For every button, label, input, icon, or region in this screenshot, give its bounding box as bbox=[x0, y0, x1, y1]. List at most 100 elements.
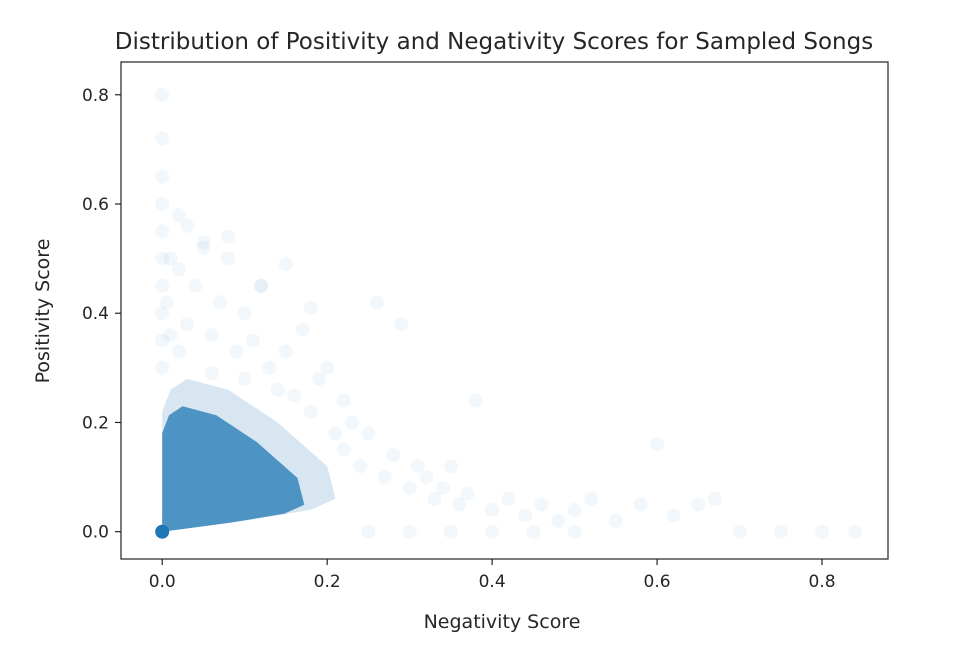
scatter-point bbox=[650, 437, 665, 452]
scatter-point bbox=[402, 481, 417, 495]
x-tick-label: 0.0 bbox=[149, 572, 176, 592]
scatter-point bbox=[336, 442, 351, 457]
scatter-point bbox=[155, 197, 170, 211]
scatter-point bbox=[262, 360, 277, 375]
scatter-point bbox=[155, 333, 170, 348]
scatter-point bbox=[155, 360, 170, 375]
y-tick-label: 0.0 bbox=[82, 523, 109, 543]
scatter-point bbox=[196, 240, 211, 255]
scatter-point bbox=[237, 306, 252, 321]
scatter-point bbox=[815, 524, 829, 539]
x-tick-label: 0.8 bbox=[808, 572, 835, 592]
scatter-point bbox=[328, 426, 343, 441]
scatter-point bbox=[159, 295, 174, 310]
scatter-point bbox=[155, 131, 170, 146]
y-tick-label: 0.8 bbox=[82, 86, 109, 106]
scatter-point bbox=[534, 497, 549, 512]
scatter-point bbox=[427, 491, 442, 506]
x-tick-label: 0.2 bbox=[314, 572, 341, 592]
scatter-point bbox=[691, 497, 706, 512]
scatter-point bbox=[518, 508, 533, 523]
y-axis-label: Positivity Score bbox=[32, 239, 54, 384]
scatter-point bbox=[336, 393, 351, 408]
scatter-point bbox=[163, 251, 178, 266]
scatter-point bbox=[254, 278, 269, 293]
scatter-point bbox=[171, 207, 186, 222]
scatter-point bbox=[410, 459, 425, 474]
scatter-point bbox=[567, 524, 582, 539]
x-tick-label: 0.4 bbox=[479, 572, 506, 592]
scatter-point bbox=[707, 491, 722, 506]
scatter-point bbox=[163, 328, 178, 343]
scatter-point bbox=[419, 470, 434, 485]
scatter-point bbox=[320, 360, 335, 375]
scatter-point bbox=[278, 344, 293, 359]
scatter-point bbox=[196, 235, 211, 250]
scatter-point bbox=[666, 508, 681, 523]
x-axis-label: Negativity Score bbox=[424, 611, 581, 633]
dense-core-layer bbox=[162, 378, 336, 532]
scatter-point bbox=[155, 87, 170, 102]
scatter-point bbox=[460, 486, 475, 501]
scatter-point bbox=[443, 524, 458, 539]
scatter-point bbox=[155, 251, 170, 266]
scatter-point bbox=[443, 459, 458, 474]
scatter-point bbox=[155, 278, 170, 293]
scatter-point bbox=[633, 497, 648, 512]
scatter-point bbox=[773, 524, 788, 539]
scatter-point bbox=[303, 300, 318, 315]
scatter-point bbox=[386, 448, 401, 463]
scatter-point-origin bbox=[155, 524, 170, 539]
scatter-point bbox=[732, 524, 747, 539]
scatter-point bbox=[361, 426, 376, 441]
scatter-point bbox=[361, 524, 376, 539]
scatter-point bbox=[394, 317, 409, 332]
scatter-point bbox=[485, 502, 500, 517]
scatter-point bbox=[221, 229, 236, 244]
scatter-point bbox=[551, 513, 566, 528]
scatter-point bbox=[344, 415, 359, 430]
scatter-point bbox=[369, 295, 384, 310]
y-tick-label: 0.2 bbox=[82, 413, 109, 433]
scatter-point bbox=[221, 251, 236, 266]
scatter-point bbox=[270, 382, 285, 397]
y-tick-label: 0.4 bbox=[82, 304, 109, 324]
scatter-point bbox=[848, 524, 862, 539]
scatter-point bbox=[287, 388, 302, 403]
plot-frame bbox=[120, 61, 889, 560]
scatter-point bbox=[180, 218, 194, 233]
scatter-point bbox=[204, 328, 219, 343]
scatter-point bbox=[468, 393, 483, 408]
scatter-point bbox=[237, 371, 252, 386]
dense-region bbox=[162, 406, 305, 532]
scatter-point bbox=[377, 470, 392, 485]
scatter-point bbox=[229, 344, 244, 359]
scatter-point bbox=[567, 502, 582, 517]
scatter-point bbox=[608, 513, 623, 528]
scatter-point bbox=[584, 491, 599, 506]
scatter-point bbox=[155, 306, 170, 321]
x-axis-ticks: 0.0 0.2 0.4 0.6 0.8 bbox=[149, 559, 836, 592]
scatter-point bbox=[171, 344, 186, 359]
scatter-point bbox=[353, 459, 368, 474]
scatter-point bbox=[171, 262, 186, 277]
scatter-point bbox=[311, 371, 326, 386]
scatter-point bbox=[254, 278, 269, 293]
scatter-point bbox=[213, 295, 227, 310]
scatter-point bbox=[155, 169, 170, 184]
scatter-point bbox=[188, 278, 203, 293]
chart-title: Distribution of Positivity and Negativit… bbox=[115, 29, 873, 55]
scatter-point bbox=[246, 333, 260, 348]
scatter-point bbox=[204, 366, 219, 381]
scatter-point bbox=[485, 524, 500, 539]
scatter-points bbox=[155, 87, 862, 539]
scatter-point bbox=[452, 497, 467, 512]
scatter-point bbox=[180, 317, 194, 332]
scatter-point bbox=[402, 524, 417, 539]
scatter-point bbox=[303, 404, 318, 419]
scatter-point bbox=[501, 491, 516, 506]
scatter-point bbox=[278, 257, 293, 272]
scatter-point bbox=[435, 481, 450, 495]
